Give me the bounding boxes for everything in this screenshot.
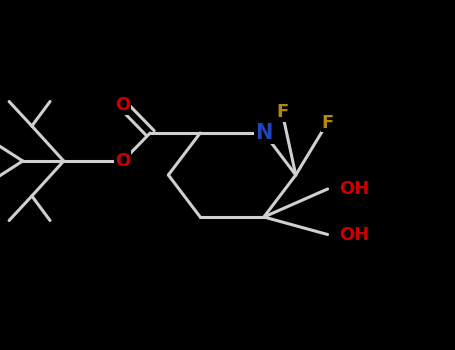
Text: N: N	[255, 123, 273, 143]
Text: O: O	[115, 152, 131, 170]
Text: OH: OH	[339, 180, 369, 198]
Text: OH: OH	[339, 225, 369, 244]
Text: F: F	[322, 113, 334, 132]
Text: O: O	[115, 96, 131, 114]
Text: F: F	[276, 103, 288, 121]
